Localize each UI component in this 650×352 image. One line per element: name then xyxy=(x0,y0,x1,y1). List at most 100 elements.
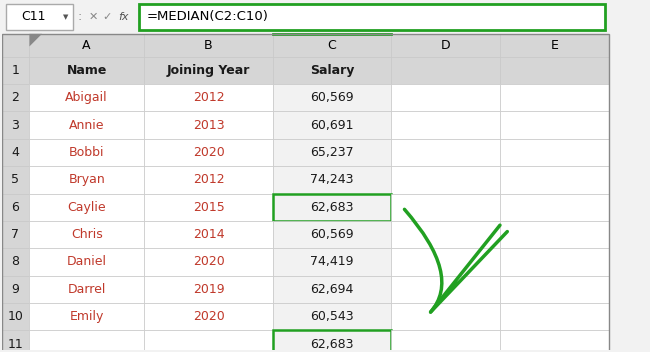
Text: 1: 1 xyxy=(12,64,20,77)
Text: 8: 8 xyxy=(12,256,20,269)
Bar xyxy=(139,4,604,30)
Bar xyxy=(391,112,500,139)
Text: 74,243: 74,243 xyxy=(310,174,354,186)
Text: Bryan: Bryan xyxy=(68,174,105,186)
Bar xyxy=(29,112,144,139)
Text: Abigail: Abigail xyxy=(66,91,108,104)
Text: 2019: 2019 xyxy=(193,283,224,296)
Text: Salary: Salary xyxy=(310,64,354,77)
Bar xyxy=(273,84,391,112)
Bar xyxy=(500,166,608,194)
Text: Annie: Annie xyxy=(69,119,105,132)
Text: 4: 4 xyxy=(12,146,20,159)
Text: A: A xyxy=(83,39,91,52)
Bar xyxy=(273,139,391,166)
Bar xyxy=(29,84,144,112)
Text: 3: 3 xyxy=(12,119,20,132)
Bar xyxy=(29,276,144,303)
Text: E: E xyxy=(551,39,558,52)
Text: 9: 9 xyxy=(12,283,20,296)
Bar xyxy=(144,248,273,276)
Bar xyxy=(500,139,608,166)
Bar xyxy=(500,303,608,331)
Bar xyxy=(144,112,273,139)
Bar xyxy=(6,4,73,30)
Bar xyxy=(29,194,144,221)
Bar xyxy=(29,303,144,331)
Text: 2012: 2012 xyxy=(193,91,224,104)
Bar xyxy=(391,276,500,303)
Text: 65,237: 65,237 xyxy=(310,146,354,159)
Bar xyxy=(144,194,273,221)
Bar xyxy=(500,34,608,57)
Text: 2020: 2020 xyxy=(192,256,224,269)
Bar xyxy=(29,139,144,166)
Bar xyxy=(273,248,391,276)
Bar xyxy=(273,303,391,331)
Text: ✕: ✕ xyxy=(88,12,98,22)
Bar xyxy=(391,84,500,112)
Text: 2020: 2020 xyxy=(192,310,224,323)
Text: Emily: Emily xyxy=(70,310,104,323)
Bar xyxy=(1,0,608,34)
Bar xyxy=(1,166,29,194)
Bar xyxy=(391,248,500,276)
Bar xyxy=(500,194,608,221)
Bar xyxy=(273,194,391,221)
Bar xyxy=(144,276,273,303)
Bar xyxy=(500,112,608,139)
Text: 6: 6 xyxy=(12,201,20,214)
Text: 60,691: 60,691 xyxy=(310,119,354,132)
Bar xyxy=(391,331,500,352)
Text: ▼: ▼ xyxy=(62,14,68,20)
Bar xyxy=(273,166,391,194)
Bar xyxy=(391,303,500,331)
Bar xyxy=(273,112,391,139)
Bar xyxy=(29,248,144,276)
Text: Bobbi: Bobbi xyxy=(69,146,105,159)
Bar xyxy=(144,166,273,194)
Bar xyxy=(391,34,500,57)
Bar xyxy=(1,84,29,112)
Text: 62,683: 62,683 xyxy=(310,338,354,351)
Text: Chris: Chris xyxy=(71,228,103,241)
Text: 62,683: 62,683 xyxy=(310,201,354,214)
Text: Joining Year: Joining Year xyxy=(167,64,250,77)
Bar xyxy=(29,57,144,84)
Bar xyxy=(1,221,29,248)
Text: 2014: 2014 xyxy=(193,228,224,241)
Bar xyxy=(1,194,29,221)
Bar xyxy=(1,303,29,331)
Bar xyxy=(144,57,273,84)
Text: C: C xyxy=(328,39,336,52)
Bar xyxy=(1,331,29,352)
Bar xyxy=(29,166,144,194)
Bar xyxy=(273,34,391,57)
Text: 5: 5 xyxy=(12,174,20,186)
Text: ✓: ✓ xyxy=(102,12,112,22)
Bar xyxy=(500,248,608,276)
Bar xyxy=(1,276,29,303)
Bar xyxy=(144,221,273,248)
Text: Name: Name xyxy=(66,64,107,77)
Bar xyxy=(273,276,391,303)
Text: 11: 11 xyxy=(8,338,23,351)
Text: B: B xyxy=(204,39,213,52)
Text: Darrel: Darrel xyxy=(68,283,106,296)
Text: C11: C11 xyxy=(21,11,46,24)
Text: 2020: 2020 xyxy=(192,146,224,159)
Bar xyxy=(500,221,608,248)
Bar xyxy=(1,112,29,139)
Text: D: D xyxy=(441,39,450,52)
Bar xyxy=(29,34,144,57)
Text: 74,419: 74,419 xyxy=(310,256,354,269)
Text: 2012: 2012 xyxy=(193,174,224,186)
Bar xyxy=(500,331,608,352)
Text: 60,569: 60,569 xyxy=(310,228,354,241)
Bar xyxy=(29,221,144,248)
Text: Caylie: Caylie xyxy=(68,201,106,214)
Text: 60,543: 60,543 xyxy=(310,310,354,323)
Bar xyxy=(144,303,273,331)
Text: 10: 10 xyxy=(8,310,23,323)
Bar xyxy=(391,221,500,248)
